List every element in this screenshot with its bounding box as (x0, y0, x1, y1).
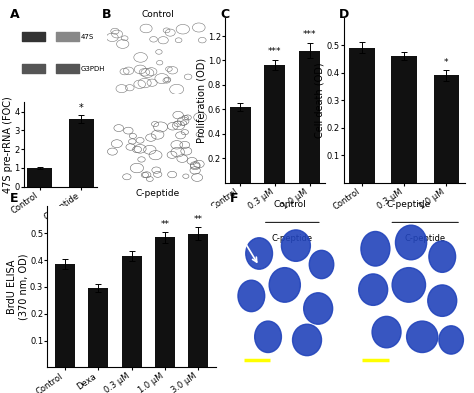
Bar (299, 51, 320, 183)
Text: ***: *** (303, 30, 317, 39)
Ellipse shape (392, 268, 426, 302)
Text: 47S: 47S (80, 34, 93, 40)
Text: C: C (220, 8, 229, 21)
Y-axis label: Proliferation (OD): Proliferation (OD) (196, 58, 206, 143)
Text: **: ** (160, 220, 169, 229)
Bar (264, 65, 285, 183)
Text: *: * (444, 58, 448, 67)
Text: E: E (9, 193, 18, 206)
Ellipse shape (429, 241, 456, 272)
Text: B: B (102, 8, 111, 21)
Bar (27, 168, 52, 187)
Text: C-peptide: C-peptide (272, 234, 313, 243)
Ellipse shape (372, 316, 401, 348)
Text: D: D (339, 8, 349, 21)
Ellipse shape (395, 225, 427, 260)
Y-axis label: BrdU ELISA
(370 nm, OD): BrdU ELISA (370 nm, OD) (7, 253, 28, 320)
Ellipse shape (359, 274, 388, 305)
Y-axis label: Cell death (OD): Cell death (OD) (315, 62, 325, 138)
Ellipse shape (361, 231, 390, 266)
Ellipse shape (282, 230, 310, 261)
Bar (88, 288, 108, 367)
Text: A: A (9, 8, 19, 21)
Text: **: ** (193, 215, 202, 224)
Bar (349, 48, 374, 183)
Text: C-peptide: C-peptide (387, 200, 431, 209)
Ellipse shape (238, 280, 264, 312)
Bar (155, 237, 175, 367)
Bar (392, 56, 417, 183)
Ellipse shape (428, 285, 457, 316)
Ellipse shape (309, 250, 334, 279)
Text: C-peptide: C-peptide (405, 234, 446, 243)
Bar (230, 107, 251, 183)
Bar (188, 234, 208, 367)
Ellipse shape (269, 268, 301, 302)
Text: F: F (230, 193, 238, 206)
Ellipse shape (304, 293, 333, 324)
Bar (434, 75, 459, 183)
Ellipse shape (407, 321, 438, 353)
Text: ***: *** (268, 47, 282, 56)
Ellipse shape (439, 326, 464, 354)
Ellipse shape (255, 321, 282, 353)
Text: Control: Control (141, 11, 174, 19)
Text: G3PDH: G3PDH (80, 66, 105, 72)
Text: *: * (79, 103, 84, 114)
Ellipse shape (292, 324, 321, 356)
Text: C-peptide: C-peptide (136, 189, 180, 198)
Text: Control: Control (274, 200, 307, 209)
Y-axis label: 47S pre-rRNA (FOC): 47S pre-rRNA (FOC) (3, 96, 13, 193)
Bar (69, 119, 94, 187)
Ellipse shape (246, 238, 273, 269)
Bar (121, 256, 142, 367)
Bar (55, 264, 75, 367)
